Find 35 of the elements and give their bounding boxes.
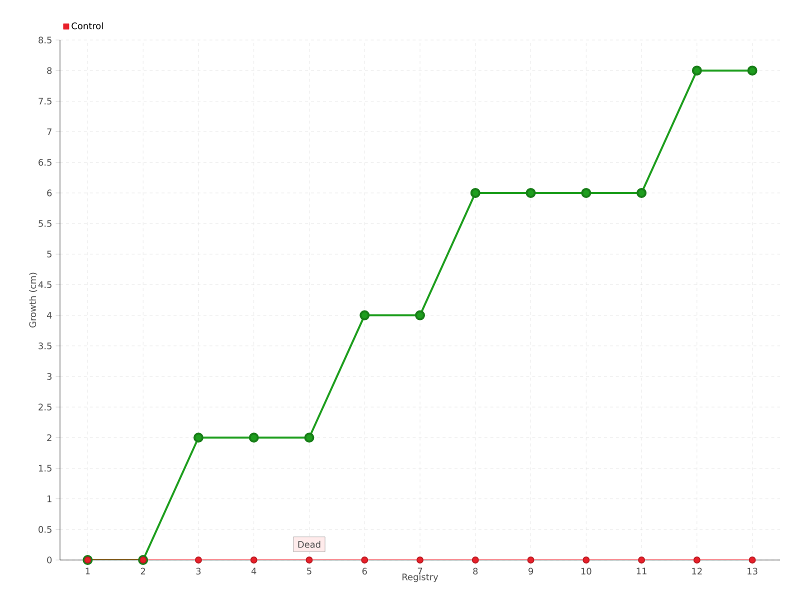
y-tick-label: 7.5 xyxy=(38,98,52,105)
x-axis-title: Registry xyxy=(402,573,438,582)
y-tick-label: 7 xyxy=(47,128,52,136)
x-tick-label: 12 xyxy=(692,568,702,574)
y-tick-label: 2 xyxy=(47,434,52,441)
x-tick-label: 4 xyxy=(251,568,256,574)
y-axis-title: Growth (cm) xyxy=(29,272,38,328)
y-tick-label: 8 xyxy=(47,67,52,74)
y-tick-label: 5 xyxy=(47,250,52,258)
x-tick-label: 3 xyxy=(196,568,201,575)
x-tick-label: 5 xyxy=(307,568,312,574)
y-tick-label: 5.5 xyxy=(38,220,52,227)
y-tick-label: 1 xyxy=(48,496,52,502)
y-tick-label: 3.5 xyxy=(38,342,52,350)
y-tick-label: 0 xyxy=(47,556,52,564)
y-tick-label: 1.5 xyxy=(38,464,52,472)
y-tick-label: 8.5 xyxy=(38,36,52,44)
y-tick-label: 2.5 xyxy=(38,404,52,410)
y-tick-label: 0.5 xyxy=(38,526,52,533)
legend-label: Control xyxy=(72,22,103,30)
y-tick-label: 6.5 xyxy=(38,158,52,166)
x-tick-label: 8 xyxy=(473,568,478,575)
x-tick-label: 13 xyxy=(748,568,758,575)
x-tick-label: 10 xyxy=(581,568,592,575)
y-tick-label: 6 xyxy=(47,190,52,196)
y-tick-label: 3 xyxy=(47,373,52,380)
y-tick-label: 4 xyxy=(46,312,52,319)
annotation: Dead xyxy=(298,540,320,548)
y-tick-label: 4.5 xyxy=(38,281,52,288)
x-tick-label: 2 xyxy=(140,568,146,574)
x-tick-label: 11 xyxy=(636,568,646,574)
x-tick-label: 9 xyxy=(528,568,533,575)
x-tick-label: 7 xyxy=(418,568,422,574)
x-tick-label: 1 xyxy=(86,568,90,574)
x-tick-label: 6 xyxy=(362,568,367,575)
